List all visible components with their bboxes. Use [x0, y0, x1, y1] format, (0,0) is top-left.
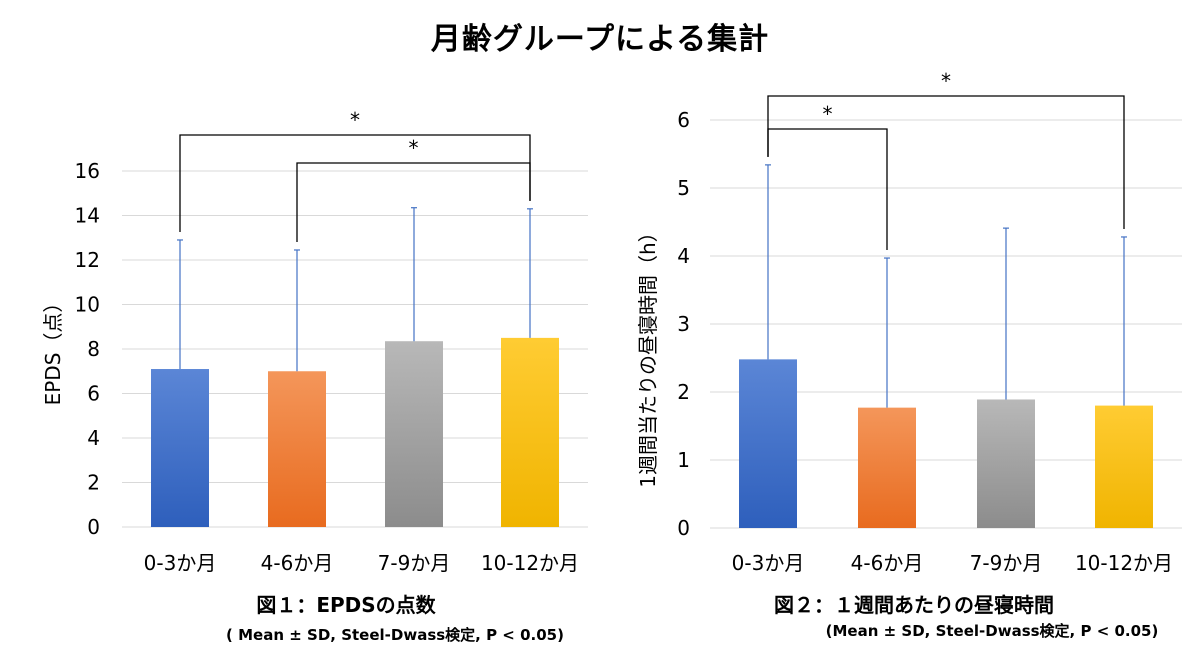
significance-bracket — [296, 162, 531, 242]
bar — [501, 337, 559, 527]
bar — [385, 341, 443, 527]
significance-marker: * — [941, 69, 951, 93]
category-label: 7-9か月 — [970, 551, 1043, 575]
y-tick-label: 4 — [87, 426, 100, 450]
y-tick-label: 12 — [75, 248, 100, 272]
figure-caption: 図１：EPDSの点数 — [256, 593, 436, 617]
y-tick-label: 16 — [75, 159, 100, 183]
bar — [858, 407, 916, 528]
y-tick-label: 1 — [677, 448, 690, 472]
category-label: 10-12か月 — [481, 551, 579, 575]
page-title: 月齢グループによる集計 — [430, 22, 770, 57]
y-axis-label: 1週間当たりの昼寝時間（h） — [636, 222, 660, 487]
y-tick-label: 10 — [75, 293, 100, 317]
chart-epds: 0 2 4 6 8 10 12 14 16 EPDS（点） 0-3か月 4-6か月 7-9か月 10-12… — [41, 108, 588, 644]
y-tick-label: 0 — [677, 516, 690, 540]
significance-marker: * — [823, 102, 833, 126]
y-tick-label: 2 — [87, 471, 100, 495]
figure-caption: 図２：１週間あたりの昼寝時間 — [774, 593, 1054, 617]
y-tick-label: 8 — [87, 337, 100, 361]
bar — [268, 371, 326, 527]
y-tick-label: 4 — [677, 244, 690, 268]
chart-nap-hours: 0 1 2 3 4 5 6 1週間当たりの昼寝時間（h） 0-3か月 4-6か月 7-9か月 10-1… — [636, 69, 1182, 640]
y-axis-label: EPDS（点） — [41, 293, 65, 406]
category-label: 7-9か月 — [378, 551, 451, 575]
category-label: 0-3か月 — [732, 551, 805, 575]
bar — [739, 359, 797, 528]
category-label: 4-6か月 — [261, 551, 334, 575]
significance-bracket — [767, 95, 1125, 229]
category-label: 10-12か月 — [1075, 551, 1173, 575]
bar — [151, 369, 209, 527]
bar — [1095, 405, 1153, 528]
y-tick-label: 2 — [677, 380, 690, 404]
figure-note: (Mean ± SD, Steel-Dwass検定, P < 0.05) — [826, 622, 1159, 640]
category-label: 0-3か月 — [144, 551, 217, 575]
category-label: 4-6か月 — [851, 551, 924, 575]
y-tick-label: 5 — [677, 176, 690, 200]
significance-bracket — [179, 134, 531, 232]
y-tick-label: 6 — [677, 108, 690, 132]
significance-marker: * — [409, 136, 419, 160]
y-tick-label: 6 — [87, 382, 100, 406]
bar — [977, 399, 1035, 528]
y-tick-label: 14 — [75, 204, 100, 228]
y-tick-label: 0 — [87, 515, 100, 539]
significance-bracket — [767, 128, 888, 251]
significance-marker: * — [350, 108, 360, 132]
y-tick-label: 3 — [677, 312, 690, 336]
figure-note: ( Mean ± SD, Steel-Dwass検定, P < 0.05) — [226, 626, 564, 644]
